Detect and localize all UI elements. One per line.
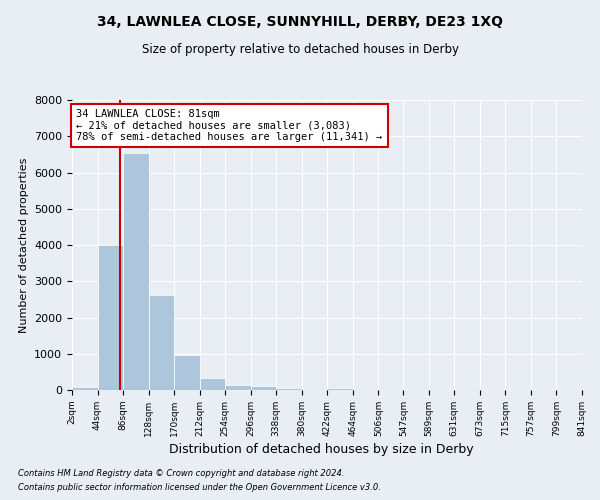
Bar <box>72 388 98 390</box>
Y-axis label: Number of detached properties: Number of detached properties <box>19 158 29 332</box>
Bar <box>225 386 251 390</box>
Text: 34 LAWNLEA CLOSE: 81sqm
← 21% of detached houses are smaller (3,083)
78% of semi: 34 LAWNLEA CLOSE: 81sqm ← 21% of detache… <box>76 109 383 142</box>
Text: Contains public sector information licensed under the Open Government Licence v3: Contains public sector information licen… <box>18 484 381 492</box>
Bar <box>328 388 353 390</box>
Bar <box>276 388 302 390</box>
Bar <box>123 152 149 390</box>
Text: Contains HM Land Registry data © Crown copyright and database right 2024.: Contains HM Land Registry data © Crown c… <box>18 468 344 477</box>
Text: Distribution of detached houses by size in Derby: Distribution of detached houses by size … <box>169 442 473 456</box>
Bar <box>174 355 200 390</box>
Text: 34, LAWNLEA CLOSE, SUNNYHILL, DERBY, DE23 1XQ: 34, LAWNLEA CLOSE, SUNNYHILL, DERBY, DE2… <box>97 15 503 29</box>
Bar <box>149 295 174 390</box>
Bar <box>251 386 276 390</box>
Text: Size of property relative to detached houses in Derby: Size of property relative to detached ho… <box>142 42 458 56</box>
Bar <box>200 378 225 390</box>
Bar <box>98 244 123 390</box>
